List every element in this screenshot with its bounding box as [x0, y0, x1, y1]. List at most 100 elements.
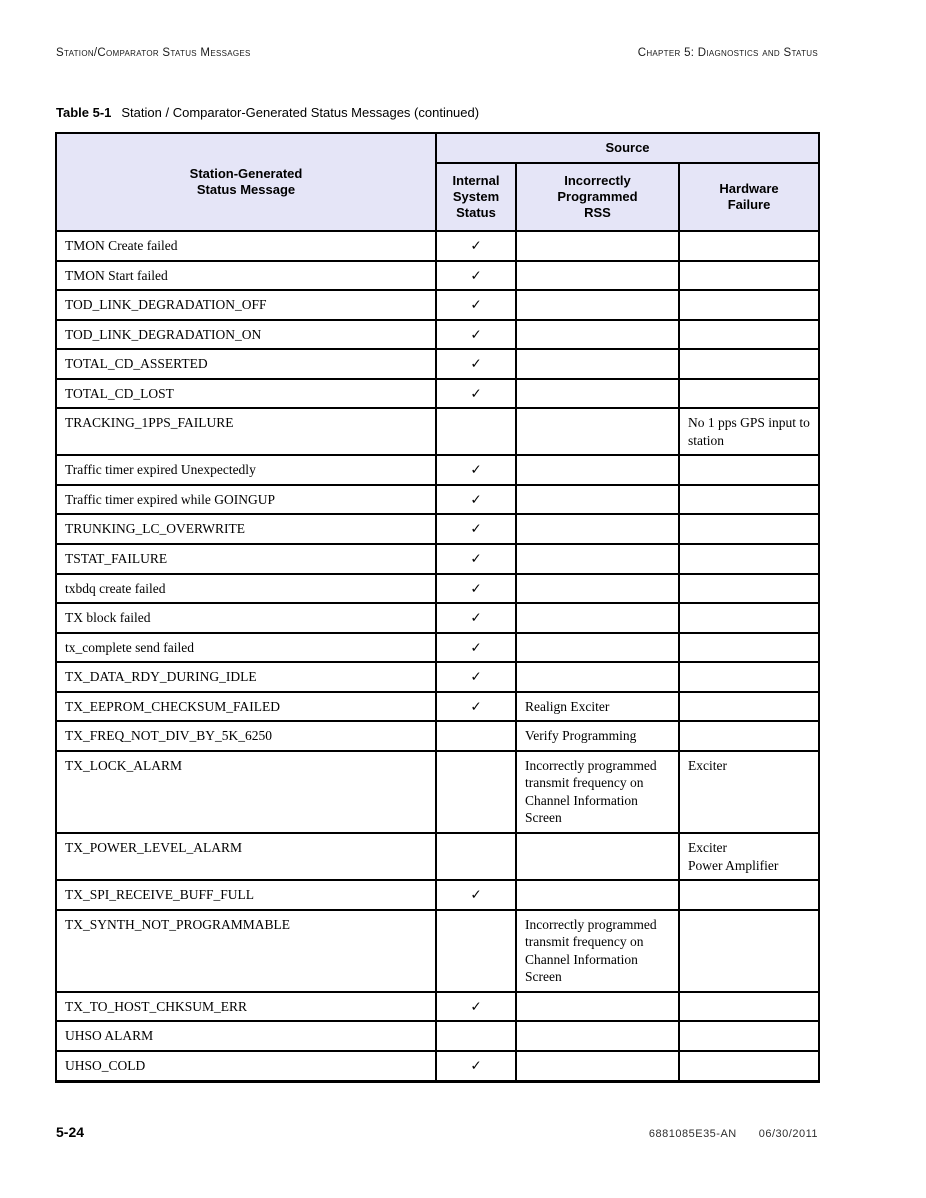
cell-internal-status-check: ✓ [435, 454, 517, 486]
cell-rss [515, 602, 680, 634]
table-row: TSTAT_FAILURE ✓ [55, 543, 821, 575]
table-row: TMON Create failed ✓ [55, 230, 821, 262]
cell-rss [515, 631, 680, 664]
cell-message: UHSO ALARM [55, 1020, 437, 1052]
table-row: TX_EEPROM_CHECKSUM_FAILED ✓ Realign Exci… [55, 690, 821, 723]
cell-rss [515, 483, 680, 516]
footer-doc-info: 6881085E35-AN 06/30/2011 [56, 1128, 818, 1140]
cell-rss [515, 289, 680, 321]
cell-rss [515, 832, 680, 882]
cell-hardware [677, 543, 821, 575]
cell-message: tx_complete send failed [55, 631, 437, 664]
cell-internal-status-check: ✓ [435, 1049, 517, 1083]
table-body: TMON Create failed ✓ TMON Start failed ✓… [55, 230, 821, 1083]
cell-message: txbdq create failed [55, 572, 437, 605]
cell-message: Traffic timer expired while GOINGUP [55, 483, 437, 516]
cell-message: TMON Create failed [55, 230, 437, 262]
table-row: TX_FREQ_NOT_DIV_BY_5K_6250 Verify Progra… [55, 720, 821, 752]
cell-message: TX_LOCK_ALARM [55, 749, 437, 835]
cell-internal-status-check: ✓ [435, 543, 517, 575]
cell-hardware [677, 661, 821, 693]
cell-rss [515, 572, 680, 605]
table-row: TRUNKING_LC_OVERWRITE ✓ [55, 513, 821, 546]
table-row: TOTAL_CD_ASSERTED ✓ [55, 348, 821, 380]
cell-rss [515, 543, 680, 575]
cell-rss [515, 1020, 680, 1052]
cell-rss [515, 1049, 680, 1083]
cell-hardware [677, 377, 821, 410]
cell-message: TOD_LINK_DEGRADATION_OFF [55, 289, 437, 321]
cell-rss [515, 407, 680, 457]
cell-rss [515, 318, 680, 351]
table-row: tx_complete send failed ✓ [55, 631, 821, 664]
column-header-internal-system-status: Internal System Status [435, 162, 517, 232]
table-row: TMON Start failed ✓ [55, 259, 821, 292]
table-row: TOD_LINK_DEGRADATION_ON ✓ [55, 318, 821, 351]
cell-hardware [677, 908, 821, 993]
cell-rss: Incorrectly programmed transmit frequenc… [515, 749, 680, 835]
table-row: TX_LOCK_ALARM Incorrectly programmed tra… [55, 749, 821, 835]
table-header: Station-Generated Status Message Source … [55, 132, 821, 232]
cell-internal-status-check [435, 832, 517, 882]
cell-hardware [677, 348, 821, 380]
cell-internal-status-check: ✓ [435, 289, 517, 321]
table-row: TX_SYNTH_NOT_PROGRAMMABLE Incorrectly pr… [55, 908, 821, 993]
footer-doc-number: 6881085E35-AN [648, 1128, 737, 1140]
table-row: Traffic timer expired Unexpectedly ✓ [55, 454, 821, 486]
cell-message: TOTAL_CD_LOST [55, 377, 437, 410]
cell-internal-status-check: ✓ [435, 259, 517, 292]
cell-rss [515, 990, 680, 1023]
table-row: UHSO ALARM [55, 1020, 821, 1052]
cell-message: TX_TO_HOST_CHKSUM_ERR [55, 990, 437, 1023]
cell-message: TMON Start failed [55, 259, 437, 292]
cell-message: TOTAL_CD_ASSERTED [55, 348, 437, 380]
cell-internal-status-check [435, 1020, 517, 1052]
table-row: TX_TO_HOST_CHKSUM_ERR ✓ [55, 990, 821, 1023]
cell-internal-status-check: ✓ [435, 348, 517, 380]
cell-rss: Realign Exciter [515, 690, 680, 723]
cell-hardware: No 1 pps GPS input to station [677, 407, 821, 457]
running-header: Station/Comparator Status Messages Chapt… [56, 47, 818, 59]
cell-hardware [677, 720, 821, 752]
cell-hardware [677, 879, 821, 911]
cell-hardware: Exciter [677, 749, 821, 835]
table-caption-title: Station / Comparator-Generated Status Me… [121, 105, 480, 120]
cell-hardware [677, 572, 821, 605]
cell-hardware [677, 513, 821, 546]
cell-internal-status-check: ✓ [435, 879, 517, 911]
status-table: Station-Generated Status Message Source … [55, 132, 821, 1083]
cell-hardware [677, 631, 821, 664]
table-row: TX block failed ✓ [55, 602, 821, 634]
cell-rss [515, 661, 680, 693]
column-header-message: Station-Generated Status Message [55, 132, 437, 232]
cell-message: TX_SPI_RECEIVE_BUFF_FULL [55, 879, 437, 911]
running-header-left: Station/Comparator Status Messages [56, 47, 251, 59]
cell-hardware [677, 289, 821, 321]
cell-message: TX_EEPROM_CHECKSUM_FAILED [55, 690, 437, 723]
cell-rss [515, 259, 680, 292]
cell-message: TX_POWER_LEVEL_ALARM [55, 832, 437, 882]
cell-message: TRUNKING_LC_OVERWRITE [55, 513, 437, 546]
table-row: TX_SPI_RECEIVE_BUFF_FULL ✓ [55, 879, 821, 911]
cell-rss [515, 454, 680, 486]
cell-rss [515, 348, 680, 380]
cell-hardware [677, 1020, 821, 1052]
cell-hardware [677, 602, 821, 634]
cell-internal-status-check [435, 720, 517, 752]
cell-rss [515, 513, 680, 546]
table-row: TX_POWER_LEVEL_ALARM Exciter Power Ampli… [55, 832, 821, 882]
cell-message: UHSO_COLD [55, 1049, 437, 1083]
cell-internal-status-check: ✓ [435, 572, 517, 605]
column-header-incorrectly-programmed-rss: Incorrectly Programmed RSS [515, 162, 680, 232]
table-caption: Table 5-1 Station / Comparator-Generated … [56, 105, 818, 120]
cell-internal-status-check: ✓ [435, 483, 517, 516]
cell-hardware [677, 1049, 821, 1083]
cell-internal-status-check: ✓ [435, 990, 517, 1023]
cell-rss: Incorrectly programmed transmit frequenc… [515, 908, 680, 993]
cell-rss [515, 879, 680, 911]
cell-rss [515, 230, 680, 262]
table-row: TX_DATA_RDY_DURING_IDLE ✓ [55, 661, 821, 693]
cell-internal-status-check: ✓ [435, 661, 517, 693]
running-header-right: Chapter 5: Diagnostics and Status [637, 47, 818, 59]
